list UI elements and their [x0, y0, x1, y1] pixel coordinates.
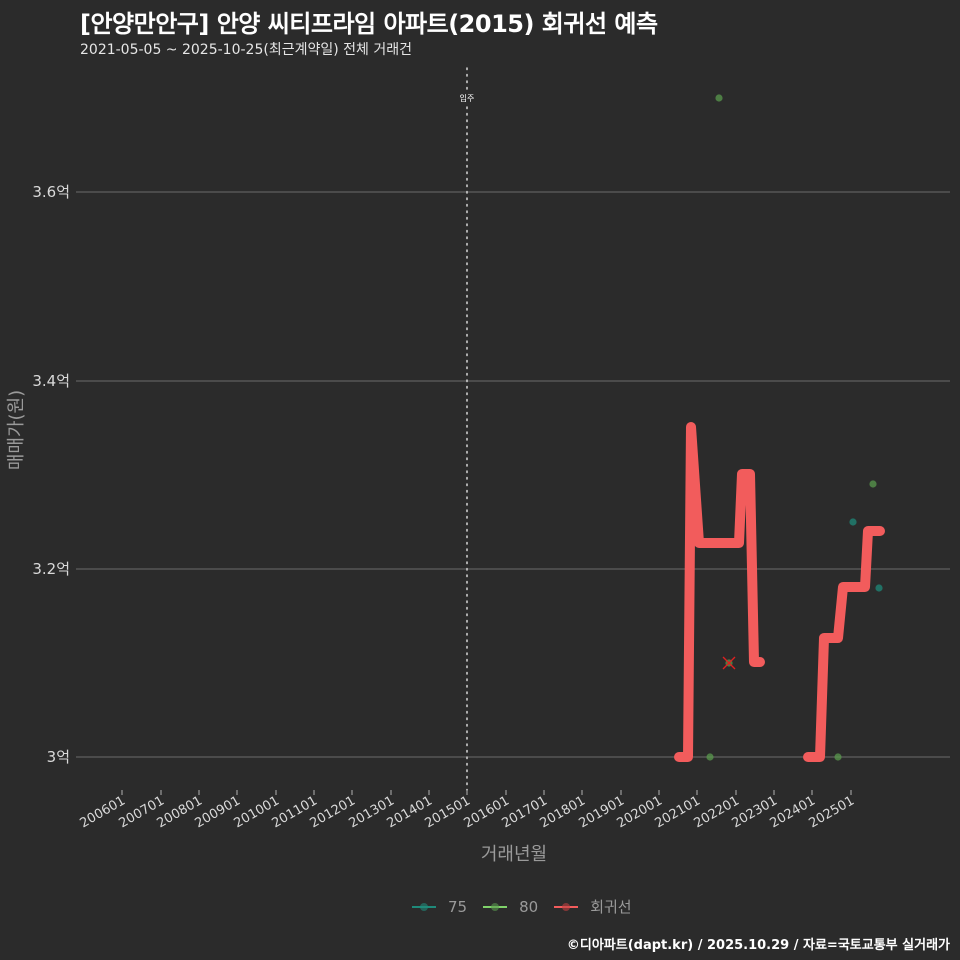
data-point-80: [869, 480, 877, 488]
outlier-x-mark: [722, 656, 736, 670]
source-caption: ©디아파트(dapt.kr) / 2025.10.29 / 자료=국토교통부 실…: [566, 938, 950, 953]
data-point-80: [706, 753, 714, 761]
x-axis-title: 거래년월: [481, 844, 547, 865]
legend-key-80-icon: [483, 900, 508, 914]
data-point-75: [875, 584, 883, 592]
x-tick-label: 202501: [807, 793, 857, 831]
y-gridlines: 3.6억 3.4억 3.2억 3억: [32, 183, 950, 766]
regression-line: [674, 422, 885, 762]
data-point-80: [834, 753, 842, 761]
legend: 75 80 회귀선: [412, 896, 638, 917]
legend-item-80[interactable]: 80: [483, 898, 538, 916]
legend-key-75-icon: [412, 900, 436, 914]
chart-title: [안양만안구] 안양 씨티프라임 아파트(2015) 회귀선 예측: [80, 10, 658, 38]
y-tick-label: 3.6억: [32, 183, 70, 201]
y-tick-label: 3.2억: [32, 560, 70, 578]
chart-subtitle: 2021-05-05 ~ 2025-10-25(최근계약일) 전체 거래건: [80, 42, 412, 58]
legend-item-75[interactable]: 75: [412, 898, 467, 916]
scatter-points: [706, 94, 883, 761]
x-axis-ticks: 2006012007012008012009012010012011012012…: [78, 790, 857, 831]
data-point-75: [849, 518, 857, 526]
legend-label-80: 80: [519, 897, 539, 916]
y-tick-label: 3억: [47, 748, 70, 766]
data-point-80: [715, 94, 723, 102]
move-in-label: 입주: [460, 94, 475, 103]
y-tick-label: 3.4억: [32, 372, 70, 390]
y-axis-title: 매매가(원): [6, 390, 27, 470]
legend-item-regression[interactable]: 회귀선: [554, 896, 632, 917]
legend-label-regression: 회귀선: [590, 898, 632, 916]
legend-key-regression-icon: [554, 900, 579, 914]
legend-label-75: 75: [448, 897, 468, 916]
move-in-vertical-line: 입주: [456, 67, 478, 791]
